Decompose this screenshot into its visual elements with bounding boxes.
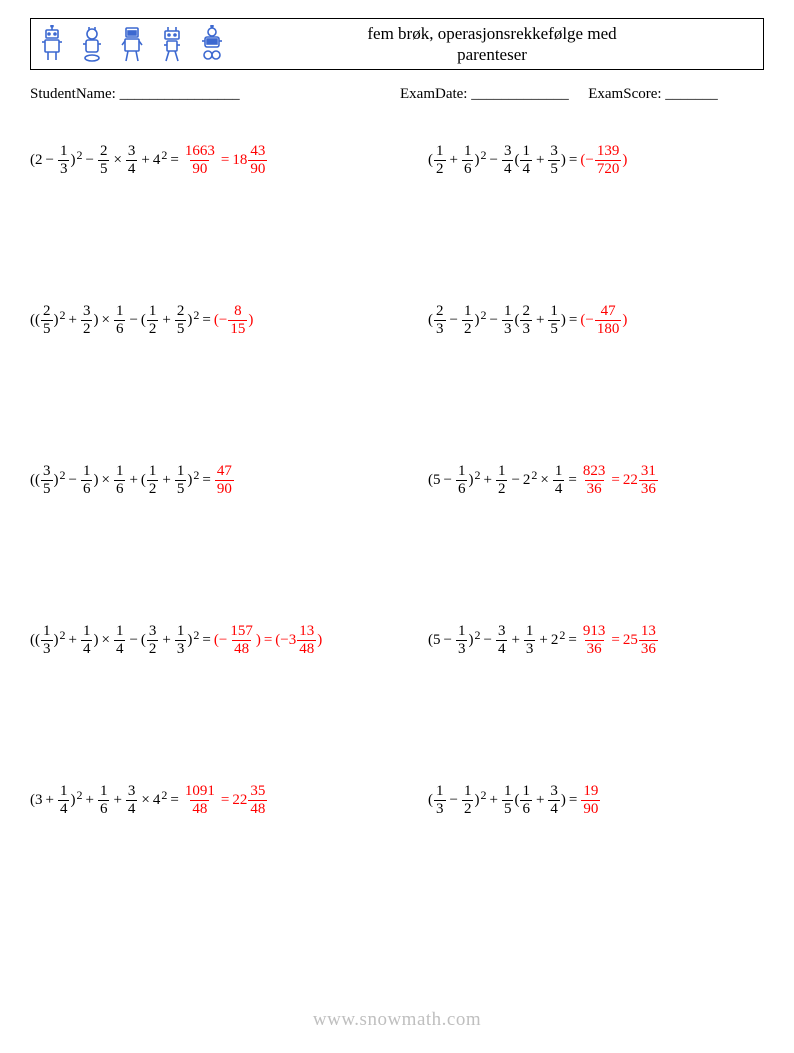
problem-cell: ((13)2+14)×14−(32+13)2=(−15748)=(−31348) <box>30 597 428 757</box>
robot-icon <box>197 25 227 63</box>
title-line2: parenteser <box>227 44 757 65</box>
problem-expression: (13−12)2+15(16+34)= <box>428 784 580 817</box>
problems-grid: (2−13)2−25×34+42=166390=184390(12+16)2−3… <box>30 117 764 917</box>
problem-expression: (12+16)2−34(14+35)= <box>428 144 580 177</box>
problem-expression: ((13)2+14)×14−(32+13)2= <box>30 624 214 657</box>
problem-answer: 4790 <box>214 464 235 497</box>
problem-answer: 82336=223136 <box>580 464 659 497</box>
problem-cell: (12+16)2−34(14+35)=(−139720) <box>428 117 764 277</box>
problem-answer: 91336=251336 <box>580 624 659 657</box>
problem-expression: (5−13)2−34+13+22= <box>428 624 580 657</box>
problem-cell: (23−12)2−13(23+15)=(−47180) <box>428 277 764 437</box>
problem-answer: (−815) <box>214 304 253 337</box>
worksheet-title: fem brøk, operasjonsrekkefølge med paren… <box>227 23 757 66</box>
student-name-label: StudentName: ________________ <box>30 86 400 103</box>
problem-answer: 166390=184390 <box>182 144 268 177</box>
robot-icon <box>157 25 187 63</box>
problem-answer: (−139720) <box>580 144 627 177</box>
problem-cell: ((25)2+32)×16−(12+25)2=(−815) <box>30 277 428 437</box>
problem-expression: (3+14)2+16+34×42= <box>30 784 182 817</box>
problem-cell: (2−13)2−25×34+42=166390=184390 <box>30 117 428 277</box>
problem-answer: 1990 <box>580 784 601 817</box>
problem-cell: ((35)2−16)×16+(12+15)2=4790 <box>30 437 428 597</box>
robot-icon <box>117 25 147 63</box>
robot-icon <box>37 25 67 63</box>
robot-icons <box>37 25 227 63</box>
problem-answer: 109148=223548 <box>182 784 268 817</box>
footer-watermark: www.snowmath.com <box>0 1009 794 1031</box>
problem-expression: ((35)2−16)×16+(12+15)2= <box>30 464 214 497</box>
problem-expression: (5−16)2+12−22×14= <box>428 464 580 497</box>
exam-score-label: ExamScore: _______ <box>588 86 718 103</box>
problem-expression: (2−13)2−25×34+42= <box>30 144 182 177</box>
exam-date-label: ExamDate: _____________ <box>400 86 569 103</box>
problem-answer: (−15748)=(−31348) <box>214 624 322 657</box>
header-box: fem brøk, operasjonsrekkefølge med paren… <box>30 18 764 70</box>
problem-cell: (5−13)2−34+13+22=91336=251336 <box>428 597 764 757</box>
title-line1: fem brøk, operasjonsrekkefølge med <box>227 23 757 44</box>
info-row: StudentName: ________________ ExamDate: … <box>30 86 764 103</box>
problem-answer: (−47180) <box>580 304 627 337</box>
problem-cell: (5−16)2+12−22×14=82336=223136 <box>428 437 764 597</box>
problem-expression: (23−12)2−13(23+15)= <box>428 304 580 337</box>
problem-cell: (13−12)2+15(16+34)=1990 <box>428 757 764 917</box>
robot-icon <box>77 25 107 63</box>
problem-cell: (3+14)2+16+34×42=109148=223548 <box>30 757 428 917</box>
problem-expression: ((25)2+32)×16−(12+25)2= <box>30 304 214 337</box>
